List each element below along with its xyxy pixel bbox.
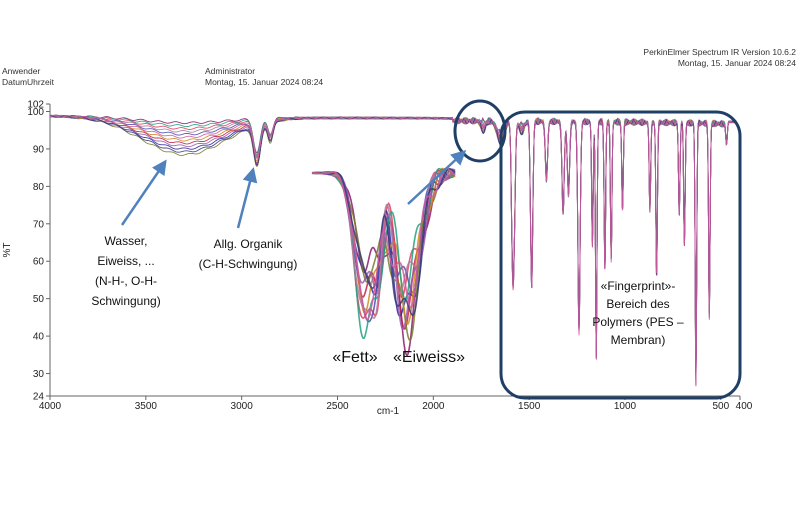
x-tick-label: 2000 [422,401,445,412]
x-tick-label: 3500 [135,401,158,412]
x-tick-label: 2500 [326,401,349,412]
inset-series-line [312,167,456,321]
arrow-organic [236,167,258,229]
inset-series-line [311,168,456,319]
header-software-version: PerkinElmer Spectrum IR Version 10.6.2 [643,47,796,57]
x-tick-label: 4000 [39,401,62,412]
y-tick: 80 [33,182,50,193]
x-tick-label: 3000 [231,401,254,412]
header-user-values: Administrator Montag, 15. Januar 2024 08… [205,66,323,88]
x-tick: 2500 [326,396,349,412]
annotation-fingerprint-line2: Bereich des [606,297,669,311]
annotation-fingerprint-line1: «Fingerprint»- [601,279,676,293]
y-tick-label: 30 [33,369,45,380]
y-tick: 30 [33,369,50,380]
x-axis-label: cm-1 [377,406,400,417]
annotation-fat: «Fett» [332,349,377,366]
x-tick: 400 [736,396,753,412]
arrow-water [120,159,167,226]
annotation-protein: «Eiweiss» [393,349,465,366]
x-tick: 4000 [39,396,62,412]
y-tick-label: 100 [27,107,44,118]
annotation-fingerprint: «Fingerprint»- Bereich des Polymers (PES… [592,279,684,347]
annotation-water-line1: Wasser, [105,234,148,248]
annotation-water: Wasser, Eiweiss, ... (N-H-, O-H- Schwing… [91,234,160,308]
highlight-circle-amide [453,99,507,163]
y-tick-label: 40 [33,332,45,343]
annotation-water-line3: (N-H-, O-H- [95,274,157,288]
y-tick: 24 [33,392,50,403]
y-tick: 102 [27,100,50,111]
arrow-protein-inset [407,149,467,205]
y-tick-label: 102 [27,100,44,111]
y-tick-label: 90 [33,144,45,155]
header-datetime-value: Montag, 15. Januar 2024 08:24 [205,77,324,87]
zoom-inset-group [311,167,456,357]
annotation-water-line2: Eiweiss, ... [97,254,154,268]
spectrum-series-line [50,114,737,387]
annotation-fingerprint-line4: Membran) [611,333,666,347]
x-tick-label: 1000 [614,401,637,412]
spectra-series-group [50,114,737,387]
header-software-date: Montag, 15. Januar 2024 08:24 [677,58,796,68]
fingerprint-region-box [499,110,742,400]
header-user-block: Anwender DatumUhrzeit [2,66,54,88]
y-axis-label: %T [2,243,13,258]
annotation-organic-line1: Allg. Organik [214,237,284,251]
annotation-fingerprint-line3: Polymers (PES – [592,315,684,329]
y-tick: 50 [33,294,50,305]
y-tick: 70 [33,219,50,230]
y-tick: 90 [33,144,50,155]
annotation-organic-line2: (C-H-Schwingung) [199,257,298,271]
x-tick: 2000 [422,396,445,412]
y-tick-label: 24 [33,392,45,403]
y-tick: 40 [33,332,50,343]
header-datetime-label: DatumUhrzeit [2,77,54,87]
x-tick-label: 500 [712,401,729,412]
header-user-value: Administrator [205,66,256,76]
y-tick: 100 [27,107,50,118]
x-tick-label: 1500 [518,401,541,412]
y-tick-label: 50 [33,294,45,305]
y-tick-label: 60 [33,257,45,268]
annotation-water-line4: Schwingung) [91,294,160,308]
header-software-block: PerkinElmer Spectrum IR Version 10.6.2 M… [643,47,796,69]
annotation-organic: Allg. Organik (C-H-Schwingung) [199,237,298,271]
y-tick-label: 80 [33,182,45,193]
x-tick: 3000 [231,396,254,412]
y-tick-label: 70 [33,219,45,230]
y-tick: 60 [33,257,50,268]
x-tick: 3500 [135,396,158,412]
header-user-label: Anwender [2,66,41,76]
x-tick-label: 400 [736,401,753,412]
